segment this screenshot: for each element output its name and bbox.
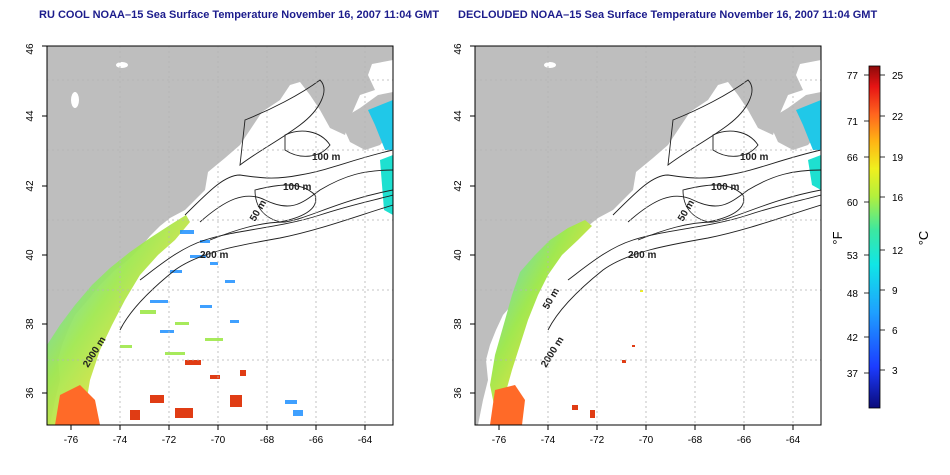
left-land-mass <box>47 46 393 425</box>
svg-text:36: 36 <box>25 387 36 399</box>
right-land-mass <box>475 46 821 425</box>
svg-text:-74: -74 <box>541 435 556 446</box>
svg-text:9: 9 <box>892 286 898 297</box>
svg-text:38: 38 <box>25 318 36 330</box>
left-sst-field <box>47 215 190 425</box>
svg-text:66: 66 <box>847 153 859 164</box>
svg-text:200 m: 200 m <box>200 250 228 261</box>
svg-text:-70: -70 <box>211 435 226 446</box>
svg-text:40: 40 <box>453 249 464 261</box>
svg-text:-72: -72 <box>162 435 177 446</box>
svg-text:-64: -64 <box>358 435 373 446</box>
right-map-title: DECLOUDED NOAA–15 Sea Surface Temperatur… <box>458 9 878 21</box>
svg-text:12: 12 <box>892 246 904 257</box>
svg-text:6: 6 <box>892 326 898 337</box>
svg-text:19: 19 <box>892 153 904 164</box>
svg-text:-76: -76 <box>492 435 507 446</box>
svg-text:44: 44 <box>453 110 464 122</box>
svg-text:42: 42 <box>25 180 36 192</box>
svg-text:100 m: 100 m <box>312 152 340 163</box>
svg-text:40: 40 <box>25 249 36 261</box>
svg-text:100 m: 100 m <box>283 182 311 193</box>
svg-text:16: 16 <box>892 193 904 204</box>
svg-text:100 m: 100 m <box>711 182 739 193</box>
left-x-axis-labels: -76 -74 -72 -70 -68 -66 -64 <box>64 435 373 446</box>
colorbar-fahrenheit-ticks: 77 71 66 60 53 48 42 37 <box>847 71 859 380</box>
left-map-title: RU COOL NOAA–15 Sea Surface Temperature … <box>39 9 440 21</box>
svg-text:71: 71 <box>847 117 859 128</box>
svg-text:-66: -66 <box>737 435 752 446</box>
svg-text:44: 44 <box>25 110 36 122</box>
svg-text:-74: -74 <box>113 435 128 446</box>
left-y-axis-labels: 36 38 40 42 44 46 <box>25 43 36 399</box>
svg-text:60: 60 <box>847 198 859 209</box>
right-x-axis-labels: -76 -74 -72 -70 -68 -66 -64 <box>492 435 801 446</box>
svg-text:38: 38 <box>453 318 464 330</box>
right-map-panel: 100 m 100 m 50 m 200 m 50 m 2000 m <box>453 43 822 446</box>
svg-text:46: 46 <box>453 43 464 55</box>
colorbar-celsius-ticks: 25 22 19 16 12 9 6 3 <box>892 71 904 377</box>
colorbar-celsius-label: °C <box>916 231 931 246</box>
colorbar-gradient <box>868 65 881 409</box>
svg-text:-68: -68 <box>688 435 703 446</box>
svg-text:42: 42 <box>847 333 859 344</box>
svg-text:-66: -66 <box>309 435 324 446</box>
svg-text:36: 36 <box>453 387 464 399</box>
svg-text:-64: -64 <box>786 435 801 446</box>
svg-text:-70: -70 <box>639 435 654 446</box>
svg-text:37: 37 <box>847 369 859 380</box>
svg-text:100 m: 100 m <box>740 152 768 163</box>
svg-text:-76: -76 <box>64 435 79 446</box>
temperature-colorbar: 77 71 66 60 53 48 42 37 25 22 19 16 12 9… <box>830 65 931 409</box>
colorbar-fahrenheit-label: °F <box>830 231 845 244</box>
svg-text:77: 77 <box>847 71 859 82</box>
left-map-panel: 100 m 100 m 50 m 200 m 2000 m <box>25 43 394 446</box>
svg-text:-68: -68 <box>260 435 275 446</box>
svg-text:3: 3 <box>892 366 898 377</box>
svg-text:42: 42 <box>453 180 464 192</box>
svg-text:22: 22 <box>892 112 904 123</box>
svg-text:200 m: 200 m <box>628 250 656 261</box>
svg-text:25: 25 <box>892 71 904 82</box>
svg-text:53: 53 <box>847 251 859 262</box>
svg-text:46: 46 <box>25 43 36 55</box>
right-y-axis-labels: 36 38 40 42 44 46 <box>453 43 464 399</box>
svg-text:48: 48 <box>847 289 859 300</box>
svg-text:-72: -72 <box>590 435 605 446</box>
